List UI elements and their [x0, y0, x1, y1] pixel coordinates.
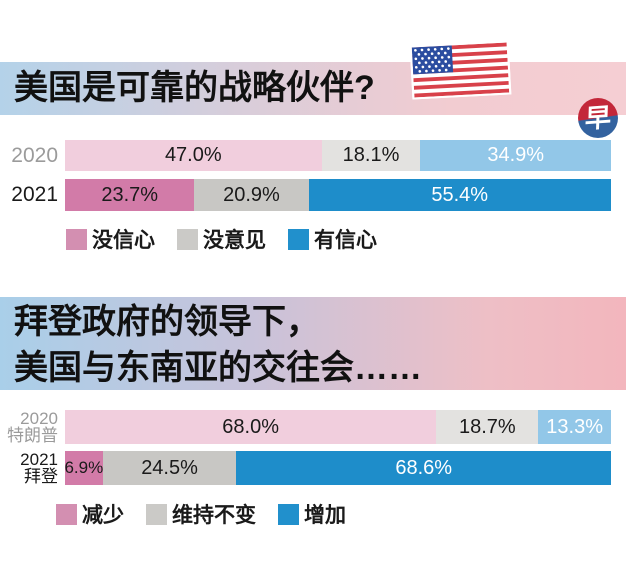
row-label: 2020 特朗普	[7, 409, 58, 445]
row-label: 2021 拜登	[20, 450, 58, 486]
legend-label: 增加	[304, 504, 346, 527]
legend-label: 没信心	[92, 229, 155, 252]
section1-header: 美国是可靠的战略伙伴?	[0, 62, 626, 115]
bar-segment: 13.3%	[538, 410, 611, 444]
bar: 6.9% 24.5% 68.6%	[64, 451, 611, 485]
legend-item: 没信心	[66, 224, 155, 254]
bar-row: 2020 特朗普 68.0% 18.7% 13.3%	[0, 410, 611, 444]
legend-swatch	[288, 228, 309, 250]
us-flag-icon	[409, 40, 512, 100]
chart-confidence: 2020 47.0% 18.1% 34.9% 2021 23.7% 20.9% 55.4% 没…	[0, 140, 611, 254]
us-flag-svg	[411, 42, 510, 98]
bar-segment: 18.7%	[436, 410, 539, 444]
legend-swatch	[278, 503, 299, 525]
bar-row: 2021 拜登 6.9% 24.5% 68.6%	[0, 451, 611, 485]
bar-segment: 47.0%	[65, 140, 322, 171]
bar-segment: 68.0%	[65, 410, 437, 444]
bar-segment: 34.9%	[420, 140, 611, 171]
bar-row: 2020 47.0% 18.1% 34.9%	[0, 140, 611, 171]
chart-legend: 减少 维持不变 增加	[56, 499, 611, 529]
legend-item: 有信心	[288, 224, 377, 254]
bar-segment: 20.9%	[194, 179, 309, 211]
legend-label: 维持不变	[172, 504, 256, 527]
bar: 23.7% 20.9% 55.4%	[65, 179, 611, 211]
legend-label: 减少	[82, 504, 124, 527]
legend-item: 增加	[278, 499, 346, 529]
legend-swatch	[56, 503, 77, 525]
chart-legend: 没信心 没意见 有信心	[66, 224, 611, 254]
zaobao-logo: 早	[578, 98, 618, 138]
bar-segment: 55.4%	[308, 179, 611, 211]
legend-item: 维持不变	[146, 499, 256, 529]
row-label: 2020	[11, 143, 58, 167]
legend-label: 没意见	[203, 229, 266, 252]
bar-segment: 18.1%	[321, 140, 421, 171]
bar-segment: 24.5%	[102, 451, 237, 485]
chart-engagement: 2020 特朗普 68.0% 18.7% 13.3% 2021 拜登 6.9% 24.5% 68.…	[0, 410, 611, 529]
legend-swatch	[146, 503, 167, 525]
zaobao-logo-glyph: 早	[584, 102, 612, 134]
section2-title-line2: 美国与东南亚的交往会……	[14, 349, 422, 387]
legend-label: 有信心	[314, 229, 377, 252]
section2-title-line1: 拜登政府的领导下，	[14, 303, 320, 341]
chart-rows: 2020 特朗普 68.0% 18.7% 13.3% 2021 拜登 6.9% 24.5% 68.…	[0, 410, 611, 485]
legend-swatch	[66, 228, 87, 250]
bar-segment: 68.6%	[236, 451, 611, 485]
bar: 68.0% 18.7% 13.3%	[65, 410, 611, 444]
section1-title: 美国是可靠的战略伙伴?	[14, 69, 375, 107]
bar-row: 2021 23.7% 20.9% 55.4%	[0, 179, 611, 211]
bar: 47.0% 18.1% 34.9%	[65, 140, 611, 171]
legend-swatch	[177, 228, 198, 250]
section2-header: 拜登政府的领导下， 美国与东南亚的交往会……	[0, 297, 626, 390]
chart-rows: 2020 47.0% 18.1% 34.9% 2021 23.7% 20.9% 55.4%	[0, 140, 611, 211]
legend-item: 减少	[56, 499, 124, 529]
bar-segment: 23.7%	[65, 179, 195, 211]
row-label: 2021	[11, 183, 58, 206]
legend-item: 没意见	[177, 224, 266, 254]
bar-segment: 6.9%	[64, 451, 103, 485]
